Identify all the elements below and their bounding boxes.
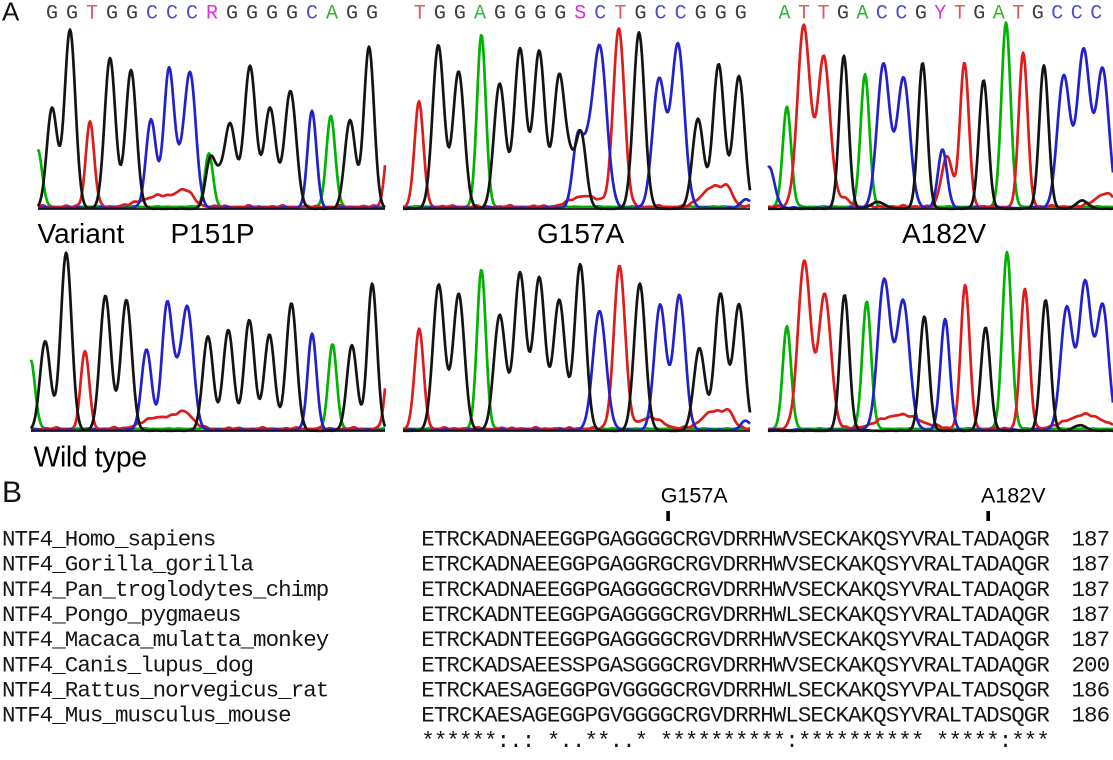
svg-text:C: C [166,2,178,25]
svg-text:A: A [474,2,486,25]
svg-text:C: C [1090,2,1102,25]
svg-text:187: 187 [1072,627,1110,653]
svg-text:G: G [66,2,78,25]
svg-text:C: C [306,2,318,25]
svg-text:G: G [454,2,466,25]
svg-text:T: T [614,2,626,25]
svg-text:G: G [246,2,258,25]
svg-text:C: C [1071,2,1083,25]
svg-text:G: G [286,2,298,25]
svg-text:G: G [915,2,927,25]
svg-text:C: C [186,2,198,25]
svg-text:C: C [594,2,606,25]
svg-text:G: G [434,2,446,25]
svg-text:Y: Y [934,2,946,25]
svg-text:A: A [2,0,20,27]
svg-text:C: C [654,2,666,25]
svg-text:G: G [1032,2,1044,25]
svg-text:C: C [675,2,687,25]
svg-text:G: G [634,2,646,25]
svg-text:C: C [876,2,888,25]
svg-text:187: 187 [1072,602,1110,628]
svg-text:G: G [366,2,378,25]
svg-text:ETRCKADNTEEGGPGAGGGGCRGVDRRHWV: ETRCKADNTEEGGPGAGGGGCRGVDRRHWVSECKAKQSYV… [421,627,1049,653]
svg-text:G: G [106,2,118,25]
svg-text:NTF4_Pan_troglodytes_chimp: NTF4_Pan_troglodytes_chimp [2,577,328,603]
svg-text:ETRCKADNTEEGGPGAGGGGCRGVDRRHWL: ETRCKADNTEEGGPGAGGGGCRGVDRRHWLSECKAKQSYV… [421,602,1049,628]
svg-text:G: G [514,2,526,25]
svg-text:NTF4_Macaca_mulatta_monkey: NTF4_Macaca_mulatta_monkey [2,627,329,653]
svg-text:A: A [778,2,790,25]
svg-text:G: G [973,2,985,25]
svg-text:G: G [266,2,278,25]
svg-text:T: T [798,2,810,25]
svg-text:C: C [895,2,907,25]
svg-text:R: R [206,2,218,25]
svg-text:Variant: Variant [38,218,125,249]
svg-text:A: A [326,2,338,25]
svg-text:ETRCKAESAGEGGPGVGGGGCRGVDRRHWL: ETRCKAESAGEGGPGVGGGGCRGVDRRHWLSECKAKQSYV… [421,678,1049,704]
svg-text:G: G [695,2,707,25]
svg-text:G157A: G157A [537,218,624,249]
svg-text:NTF4_Rattus_norvegicus_rat: NTF4_Rattus_norvegicus_rat [2,678,328,704]
svg-text:NTF4_Canis_lupus_dog: NTF4_Canis_lupus_dog [2,652,253,678]
svg-text:S: S [574,2,586,25]
svg-text:NTF4_Gorilla_gorilla: NTF4_Gorilla_gorilla [2,552,253,578]
svg-text:C: C [1051,2,1063,25]
svg-text:G: G [346,2,358,25]
svg-text:G: G [554,2,566,25]
svg-text:T: T [817,2,829,25]
svg-text:A: A [993,2,1005,25]
svg-text:T: T [954,2,966,25]
svg-text:ETRCKADSAEESSPGASGGGCRGVDRRHWV: ETRCKADSAEESSPGASGGGCRGVDRRHWVSECKAKQSYV… [421,652,1049,678]
svg-text:B: B [2,476,22,509]
svg-text:P151P: P151P [171,218,255,249]
svg-text:A: A [856,2,868,25]
svg-text:A182V: A182V [902,218,986,249]
svg-text:T: T [1012,2,1024,25]
svg-text:A182V: A182V [981,483,1046,507]
svg-text:Wild type: Wild type [34,442,147,474]
svg-text:G: G [126,2,138,25]
svg-text:ETRCKAESAGEGGPGVGGGGCRGVDRRHWL: ETRCKAESAGEGGPGVGGGGCRGVDRRHWLSECKAKQSYV… [421,703,1049,729]
svg-text:186: 186 [1072,678,1110,704]
svg-text:G: G [534,2,546,25]
svg-text:ETRCKADNAEEGGPGAGGRGCRGVDRRHWV: ETRCKADNAEEGGPGAGGRGCRGVDRRHWVSECKAKQSYV… [421,552,1049,578]
svg-text:186: 186 [1072,703,1110,729]
svg-text:T: T [414,2,426,25]
svg-text:187: 187 [1072,552,1110,578]
svg-text:ETRCKADNAEEGGPGAGGGGCRGVDRRHWV: ETRCKADNAEEGGPGAGGGGCRGVDRRHWVSECKAKQSYV… [421,577,1049,603]
svg-text:C: C [146,2,158,25]
svg-text:******:.: *..**..* **********:: ******:.: *..**..* **********:**********… [421,728,1049,754]
svg-text:G: G [735,2,747,25]
svg-text:G157A: G157A [661,483,729,507]
svg-text:200: 200 [1072,652,1110,678]
svg-text:187: 187 [1072,577,1110,603]
svg-text:T: T [86,2,98,25]
svg-text:NTF4_Mus_musculus_mouse: NTF4_Mus_musculus_mouse [2,703,291,729]
svg-text:NTF4_Pongo_pygmaeus: NTF4_Pongo_pygmaeus [2,602,241,628]
svg-text:G: G [837,2,849,25]
svg-text:G: G [715,2,727,25]
svg-text:G: G [494,2,506,25]
svg-text:G: G [46,2,58,25]
svg-text:G: G [226,2,238,25]
svg-text:NTF4_Homo_sapiens: NTF4_Homo_sapiens [2,527,215,553]
svg-text:187: 187 [1072,527,1110,553]
svg-text:ETRCKADNAEEGGPGAGGGGCRGVDRRHWV: ETRCKADNAEEGGPGAGGGGCRGVDRRHWVSECKAKQSYV… [421,527,1049,553]
